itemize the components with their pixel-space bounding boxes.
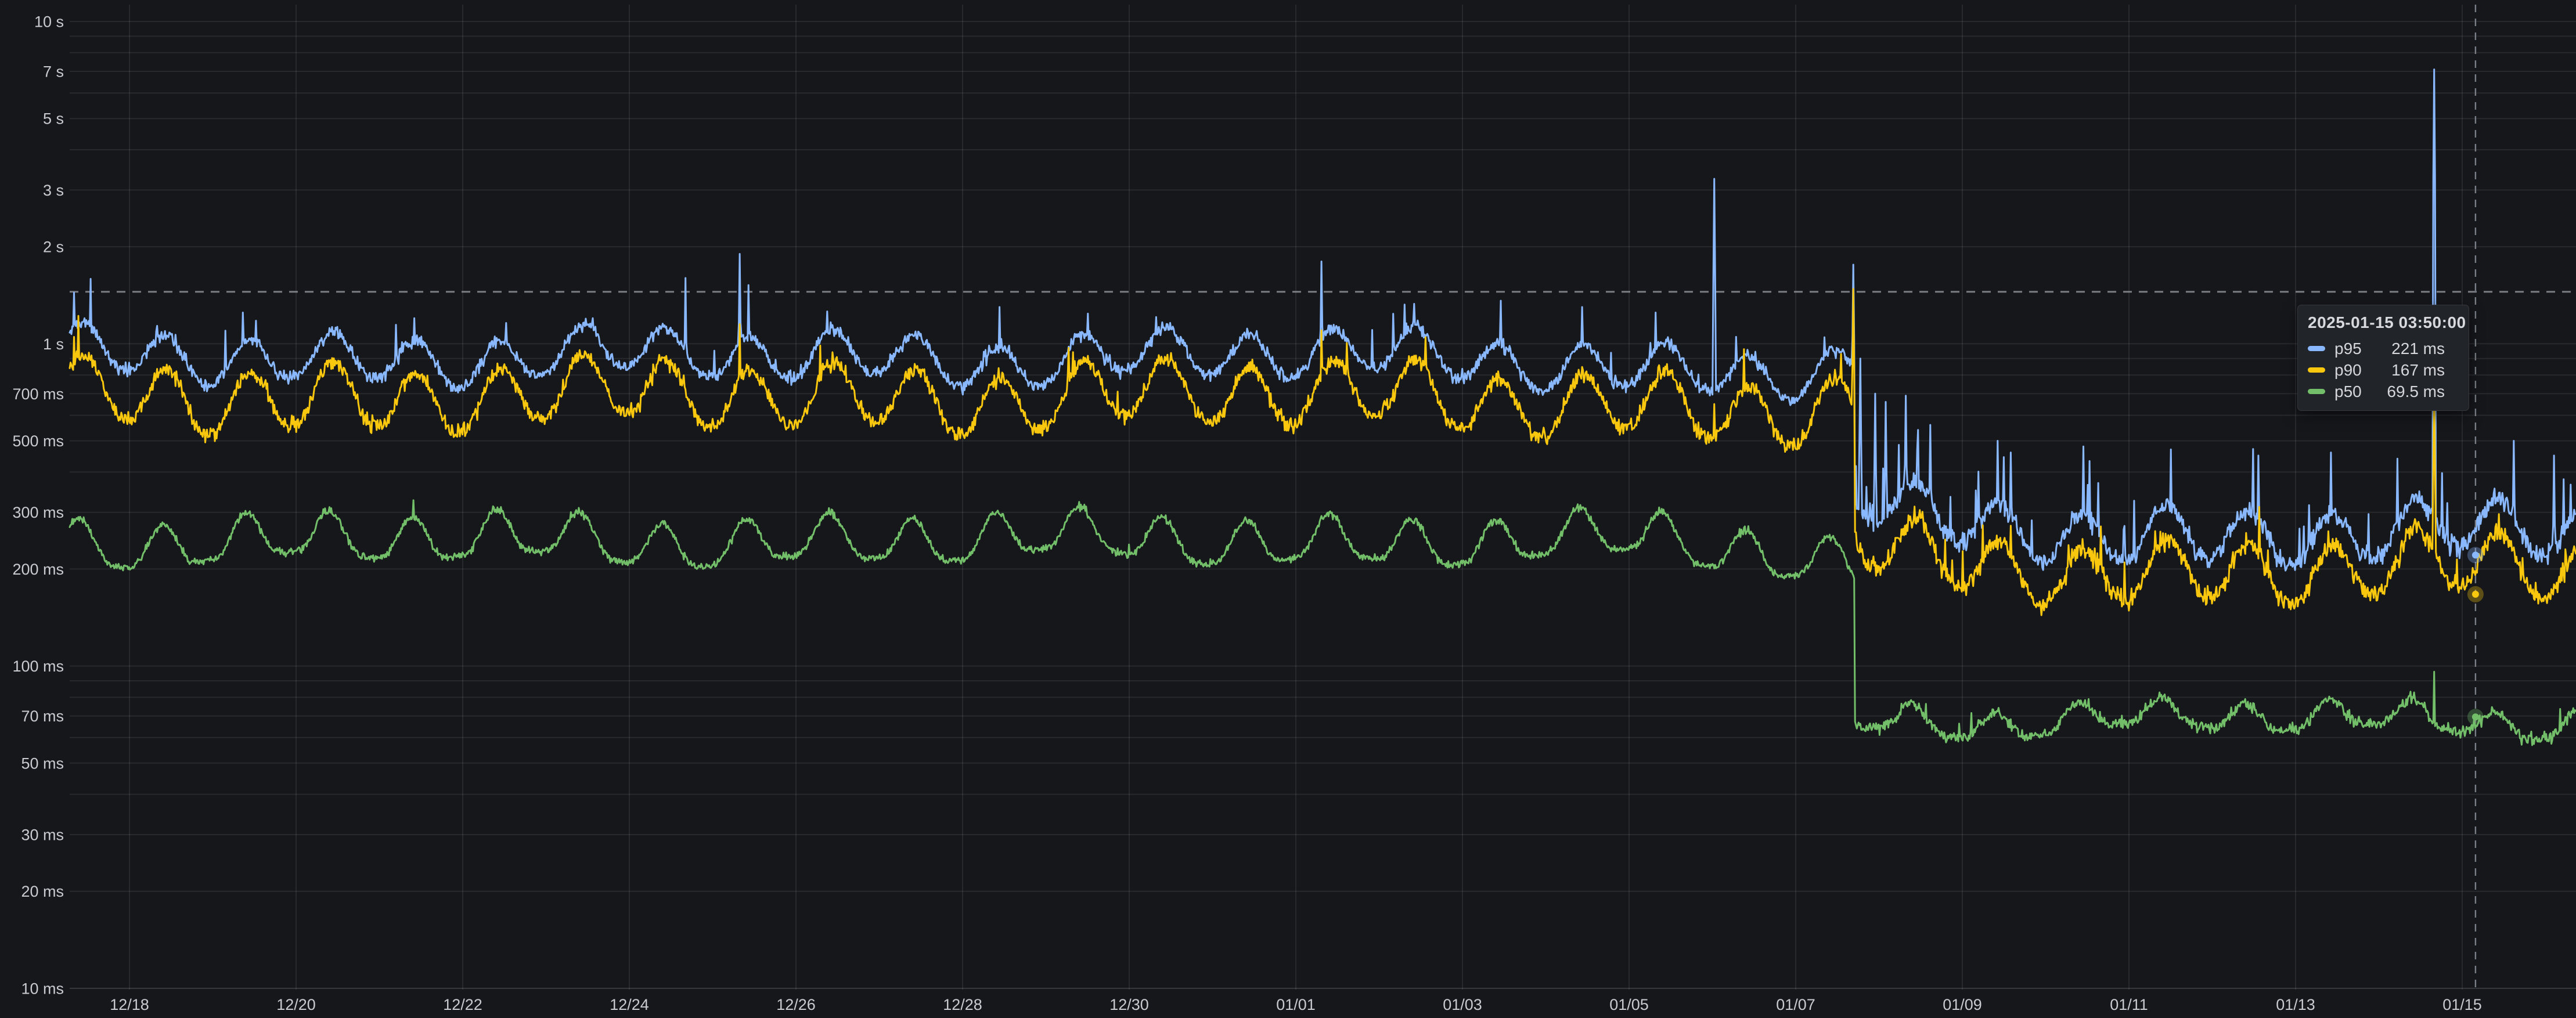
x-axis-label: 01/05 — [1609, 996, 1649, 1013]
x-axis-label: 01/07 — [1776, 996, 1815, 1013]
tooltip-series-name: p95 — [2334, 339, 2362, 358]
y-axis-label: 2 s — [43, 239, 64, 256]
y-axis-label: 700 ms — [12, 385, 64, 403]
tooltip-row-p95: p95 221 ms — [2308, 338, 2459, 359]
x-axis-label: 01/13 — [2276, 996, 2315, 1013]
y-axis-label: 5 s — [43, 110, 64, 128]
x-axis-label: 12/28 — [943, 996, 982, 1013]
y-axis-label: 10 ms — [21, 980, 64, 997]
hover-point-p90 — [2471, 590, 2479, 598]
tooltip-timestamp: 2025-01-15 03:50:00 — [2308, 313, 2466, 331]
tooltip-series-value: 221 ms — [2391, 339, 2445, 358]
y-axis-label: 300 ms — [12, 504, 64, 521]
y-axis-label: 1 s — [43, 335, 64, 353]
y-axis-label: 200 ms — [12, 561, 64, 578]
y-axis-label: 30 ms — [21, 826, 64, 843]
p95-color-swatch — [2308, 346, 2325, 351]
tooltip-series-value: 69.5 ms — [2387, 382, 2445, 400]
x-axis-label: 12/24 — [610, 996, 649, 1013]
x-axis-label: 12/18 — [110, 996, 149, 1013]
tooltip-row-p50: p50 69.5 ms — [2308, 381, 2459, 402]
y-axis-label: 50 ms — [21, 755, 64, 772]
x-axis-label: 12/26 — [776, 996, 816, 1013]
y-axis-label: 7 s — [43, 63, 64, 80]
y-axis-label: 100 ms — [12, 658, 64, 675]
series-p50-line[interactable] — [69, 499, 2576, 746]
tooltip-series-value: 167 ms — [2391, 360, 2445, 379]
p90-color-swatch — [2308, 367, 2325, 373]
x-axis-label: 12/22 — [443, 996, 482, 1013]
series-p95-line[interactable] — [69, 68, 2576, 572]
y-axis-label: 70 ms — [21, 707, 64, 725]
y-axis-label: 3 s — [43, 182, 64, 199]
x-axis-label: 12/30 — [1109, 996, 1149, 1013]
y-axis-label: 500 ms — [12, 432, 64, 450]
x-axis-label: 01/03 — [1443, 996, 1482, 1013]
x-axis-label: 12/20 — [276, 996, 316, 1013]
hover-point-p95 — [2471, 551, 2479, 559]
y-axis-label: 20 ms — [21, 883, 64, 900]
x-axis-label: 01/09 — [1943, 996, 1982, 1013]
hover-tooltip: 2025-01-15 03:50:00 p95 221 ms p90 167 m… — [2297, 305, 2469, 411]
tooltip-series-name: p50 — [2334, 382, 2362, 400]
y-axis-label: 10 s — [34, 13, 64, 30]
p50-color-swatch — [2308, 389, 2325, 394]
series-p90-line[interactable] — [69, 288, 2576, 616]
tooltip-row-p90: p90 167 ms — [2308, 359, 2459, 381]
x-axis-label: 01/15 — [2442, 996, 2482, 1013]
x-axis-label: 01/01 — [1276, 996, 1316, 1013]
hover-point-p50 — [2471, 713, 2479, 721]
x-axis-label: 01/11 — [2110, 996, 2148, 1013]
tooltip-series-name: p90 — [2334, 360, 2362, 379]
